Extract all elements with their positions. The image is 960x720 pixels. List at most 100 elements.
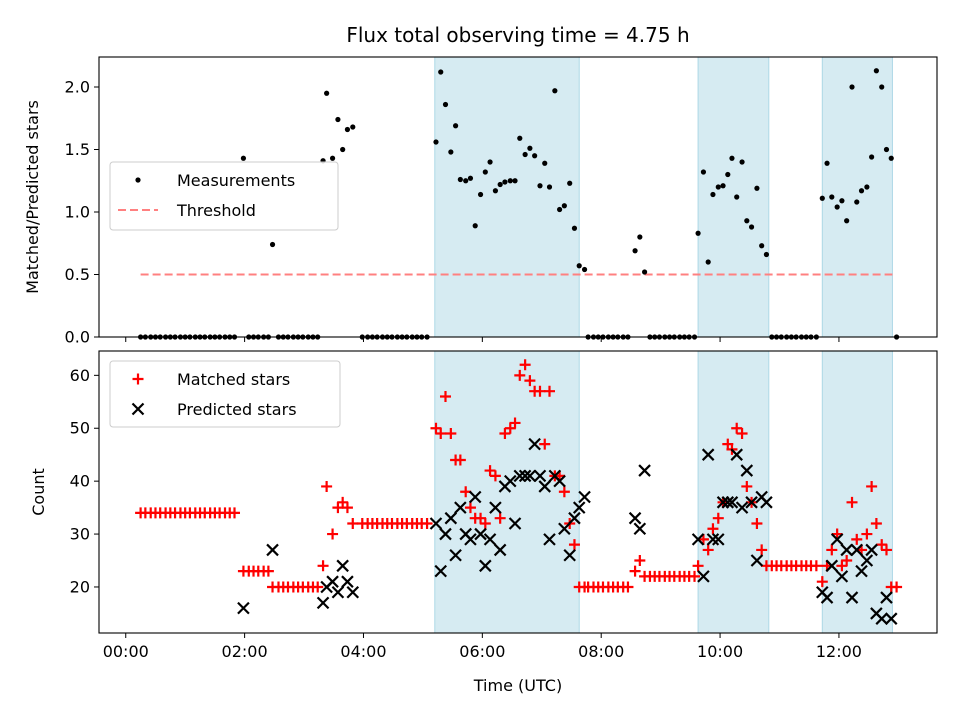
- measurements-point: [854, 199, 860, 205]
- measurements-point: [507, 178, 513, 184]
- observing-window-band: [697, 56, 770, 338]
- matched-stars-point: [519, 359, 531, 371]
- matched-stars-point: [870, 517, 882, 529]
- measurements-point: [754, 185, 760, 191]
- predicted-stars-point: [691, 533, 705, 546]
- matched-stars-point: [543, 385, 555, 397]
- predicted-stars-point: [449, 548, 462, 562]
- measurements-point: [463, 178, 469, 184]
- measurements-point: [744, 218, 750, 224]
- predicted-stars-point: [760, 496, 773, 509]
- legend-label: Measurements: [177, 171, 295, 190]
- measurements-point: [522, 151, 528, 158]
- matched-stars-point: [810, 560, 822, 572]
- matched-stars-point: [327, 528, 339, 540]
- measurements-point: [725, 171, 731, 178]
- measurements-point: [839, 198, 845, 204]
- predicted-stars-point: [326, 575, 339, 588]
- matched-stars-point: [866, 480, 878, 492]
- predicted-stars-point: [633, 522, 647, 536]
- measurements-point: [472, 223, 478, 229]
- matched-stars-point: [851, 533, 863, 545]
- measurements-point: [497, 181, 503, 188]
- matched-stars-point: [435, 428, 447, 440]
- legend: Measurements Threshold: [109, 161, 339, 231]
- measurements-point: [571, 225, 578, 231]
- matched-stars-point: [312, 581, 324, 593]
- measurements-point: [477, 191, 484, 198]
- matched-stars-point: [736, 428, 748, 440]
- predicted-stars-point: [850, 543, 864, 557]
- predicted-stars-point: [825, 559, 839, 573]
- matched-stars-point: [831, 528, 843, 540]
- predicted-stars-point: [523, 469, 537, 483]
- matched-stars-point: [731, 422, 743, 434]
- matched-stars-point: [445, 428, 457, 440]
- legend-box: [109, 161, 339, 231]
- predicted-stars-point: [572, 501, 586, 514]
- measurements-point: [329, 155, 336, 161]
- predicted-stars-point: [578, 490, 591, 504]
- legend-swatch: [135, 177, 141, 183]
- measurements-point: [710, 191, 716, 198]
- measurements-point: [829, 194, 835, 200]
- predicted-stars-point: [830, 533, 844, 546]
- legend: Matched stars Predicted stars: [109, 360, 341, 428]
- matched-stars-point: [846, 496, 858, 508]
- matched-stars-point: [692, 560, 704, 572]
- axes-frame: [98, 56, 938, 338]
- measurements-point: [561, 203, 567, 209]
- measurements-point: [729, 155, 735, 161]
- measurements-point: [350, 124, 356, 130]
- matched-stars-point: [454, 454, 466, 466]
- measurements-point: [748, 224, 755, 230]
- matched-stars-point: [816, 576, 828, 588]
- matched-stars-point: [841, 555, 853, 567]
- measurements-point: [567, 180, 573, 186]
- predicted-stars-point: [434, 564, 448, 578]
- measurements-point: [324, 90, 330, 96]
- measurements-point: [557, 206, 563, 213]
- predicted-stars-point: [860, 554, 874, 567]
- predicted-stars-point: [697, 570, 710, 583]
- observing-window-band: [821, 350, 893, 634]
- predicted-stars-point: [628, 511, 642, 525]
- measurements-point: [512, 178, 518, 184]
- y-tick-label: 1.5: [65, 140, 90, 159]
- matched-stars-point: [697, 533, 709, 545]
- measurements-point: [819, 195, 825, 201]
- predicted-stars-point: [429, 517, 443, 530]
- measurements-point: [849, 84, 855, 90]
- predicted-stars-point: [538, 480, 552, 493]
- measurements-point: [517, 135, 523, 141]
- measurements-point: [734, 194, 740, 200]
- matched-stars-point: [712, 512, 724, 524]
- matched-stars-point: [629, 565, 641, 577]
- measurements-point: [438, 69, 444, 75]
- measurements-point: [834, 204, 840, 210]
- predicted-stars-point: [701, 448, 715, 461]
- predicted-stars-point: [468, 490, 482, 504]
- matched-stars-point: [707, 523, 719, 535]
- predicted-stars-point: [464, 533, 477, 546]
- x-tick-label: 10:00: [697, 642, 743, 661]
- matched-stars-point: [499, 428, 511, 440]
- top-panel: 0.0 0.5 1.0 1.5 2.0 Measurements Threshold: [65, 56, 938, 347]
- predicted-stars-point: [735, 501, 749, 514]
- y-tick-label: 1.0: [65, 203, 90, 222]
- chart-title: Flux total observing time = 4.75 h: [346, 23, 689, 47]
- bottom-panel: 00:00 02:00 04:00 06:00 08:00 10:00 12:00 20 30 4…: [70, 350, 938, 661]
- matched-stars-point: [421, 517, 433, 529]
- matched-stars-point: [539, 438, 551, 450]
- measurements-point: [641, 269, 648, 275]
- predicted-stars-point: [489, 501, 502, 514]
- measurements-point: [824, 160, 830, 166]
- measurements-point: [869, 154, 875, 160]
- predicted-stars-point: [820, 591, 834, 604]
- predicted-stars-point: [237, 601, 250, 615]
- y-tick-label: 60: [70, 366, 90, 385]
- predicted-stars-point: [558, 522, 571, 536]
- predicted-stars-point: [725, 496, 739, 509]
- predicted-stars-point: [346, 585, 360, 599]
- x-axis-label: Time (UTC): [473, 676, 562, 695]
